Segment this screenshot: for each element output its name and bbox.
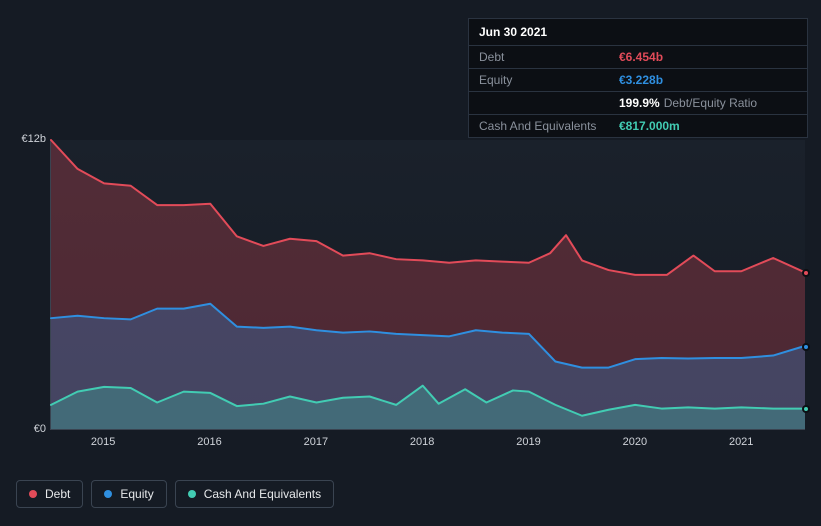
legend-dot-icon — [104, 490, 112, 498]
series-end-marker — [802, 405, 810, 413]
tooltip-row-label: Cash And Equivalents — [479, 119, 619, 133]
legend-item-label: Cash And Equivalents — [204, 487, 321, 501]
y-axis-label: €0 — [16, 423, 46, 435]
legend-item-equity[interactable]: Equity — [91, 480, 166, 508]
x-axis-tick: 2020 — [623, 436, 647, 448]
chart-plot[interactable] — [50, 140, 805, 430]
legend-item-label: Equity — [120, 487, 153, 501]
tooltip-row-label — [479, 96, 619, 110]
x-axis-tick: 2017 — [304, 436, 328, 448]
tooltip-date: Jun 30 2021 — [469, 19, 807, 46]
chart: €12b €0 2015 2016 2017 2018 2019 2020 2021 — [16, 120, 805, 470]
tooltip-row: 199.9%Debt/Equity Ratio — [469, 92, 807, 115]
tooltip: Jun 30 2021 Debt€6.454bEquity€3.228b199.… — [468, 18, 808, 138]
tooltip-row-label: Equity — [479, 73, 619, 87]
legend-item-cash-and-equivalents[interactable]: Cash And Equivalents — [175, 480, 334, 508]
legend-dot-icon — [188, 490, 196, 498]
legend: Debt Equity Cash And Equivalents — [16, 480, 334, 508]
x-axis-tick: 2015 — [91, 436, 115, 448]
tooltip-row: Equity€3.228b — [469, 69, 807, 92]
x-axis: 2015 2016 2017 2018 2019 2020 2021 — [50, 436, 805, 456]
x-axis-tick: 2016 — [197, 436, 221, 448]
tooltip-row-value: €3.228b — [619, 73, 663, 87]
series-end-marker — [802, 343, 810, 351]
x-axis-tick: 2019 — [516, 436, 540, 448]
series-end-marker — [802, 269, 810, 277]
x-axis-tick: 2018 — [410, 436, 434, 448]
tooltip-row: Cash And Equivalents€817.000m — [469, 115, 807, 137]
legend-item-label: Debt — [45, 487, 70, 501]
legend-dot-icon — [29, 490, 37, 498]
y-axis-label: €12b — [16, 133, 46, 145]
tooltip-row-label: Debt — [479, 50, 619, 64]
tooltip-row-value: €6.454b — [619, 50, 663, 64]
x-axis-tick: 2021 — [729, 436, 753, 448]
tooltip-row-value: 199.9%Debt/Equity Ratio — [619, 96, 757, 110]
tooltip-row: Debt€6.454b — [469, 46, 807, 69]
tooltip-row-value: €817.000m — [619, 119, 680, 133]
legend-item-debt[interactable]: Debt — [16, 480, 83, 508]
